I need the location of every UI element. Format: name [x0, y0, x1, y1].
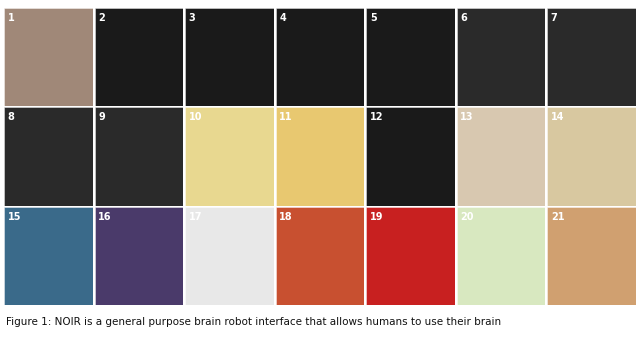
Text: 1: 1 — [8, 13, 15, 23]
Text: 7: 7 — [551, 13, 557, 23]
Text: 13: 13 — [460, 112, 474, 122]
Text: 3: 3 — [189, 13, 195, 23]
Text: 10: 10 — [189, 112, 202, 122]
Text: 11: 11 — [279, 112, 292, 122]
Text: 16: 16 — [98, 212, 112, 222]
Text: 15: 15 — [8, 212, 21, 222]
Text: 8: 8 — [8, 112, 15, 122]
Text: 9: 9 — [98, 112, 105, 122]
Text: 20: 20 — [460, 212, 474, 222]
Text: 12: 12 — [370, 112, 383, 122]
Text: 14: 14 — [551, 112, 564, 122]
Text: 4: 4 — [279, 13, 286, 23]
Text: 6: 6 — [460, 13, 467, 23]
Text: 2: 2 — [98, 13, 105, 23]
Text: 18: 18 — [279, 212, 293, 222]
Text: 5: 5 — [370, 13, 376, 23]
Text: 19: 19 — [370, 212, 383, 222]
Text: 17: 17 — [189, 212, 202, 222]
Text: 21: 21 — [551, 212, 564, 222]
Text: Figure 1: NOIR is a general purpose brain robot interface that allows humans to : Figure 1: NOIR is a general purpose brai… — [6, 317, 502, 327]
